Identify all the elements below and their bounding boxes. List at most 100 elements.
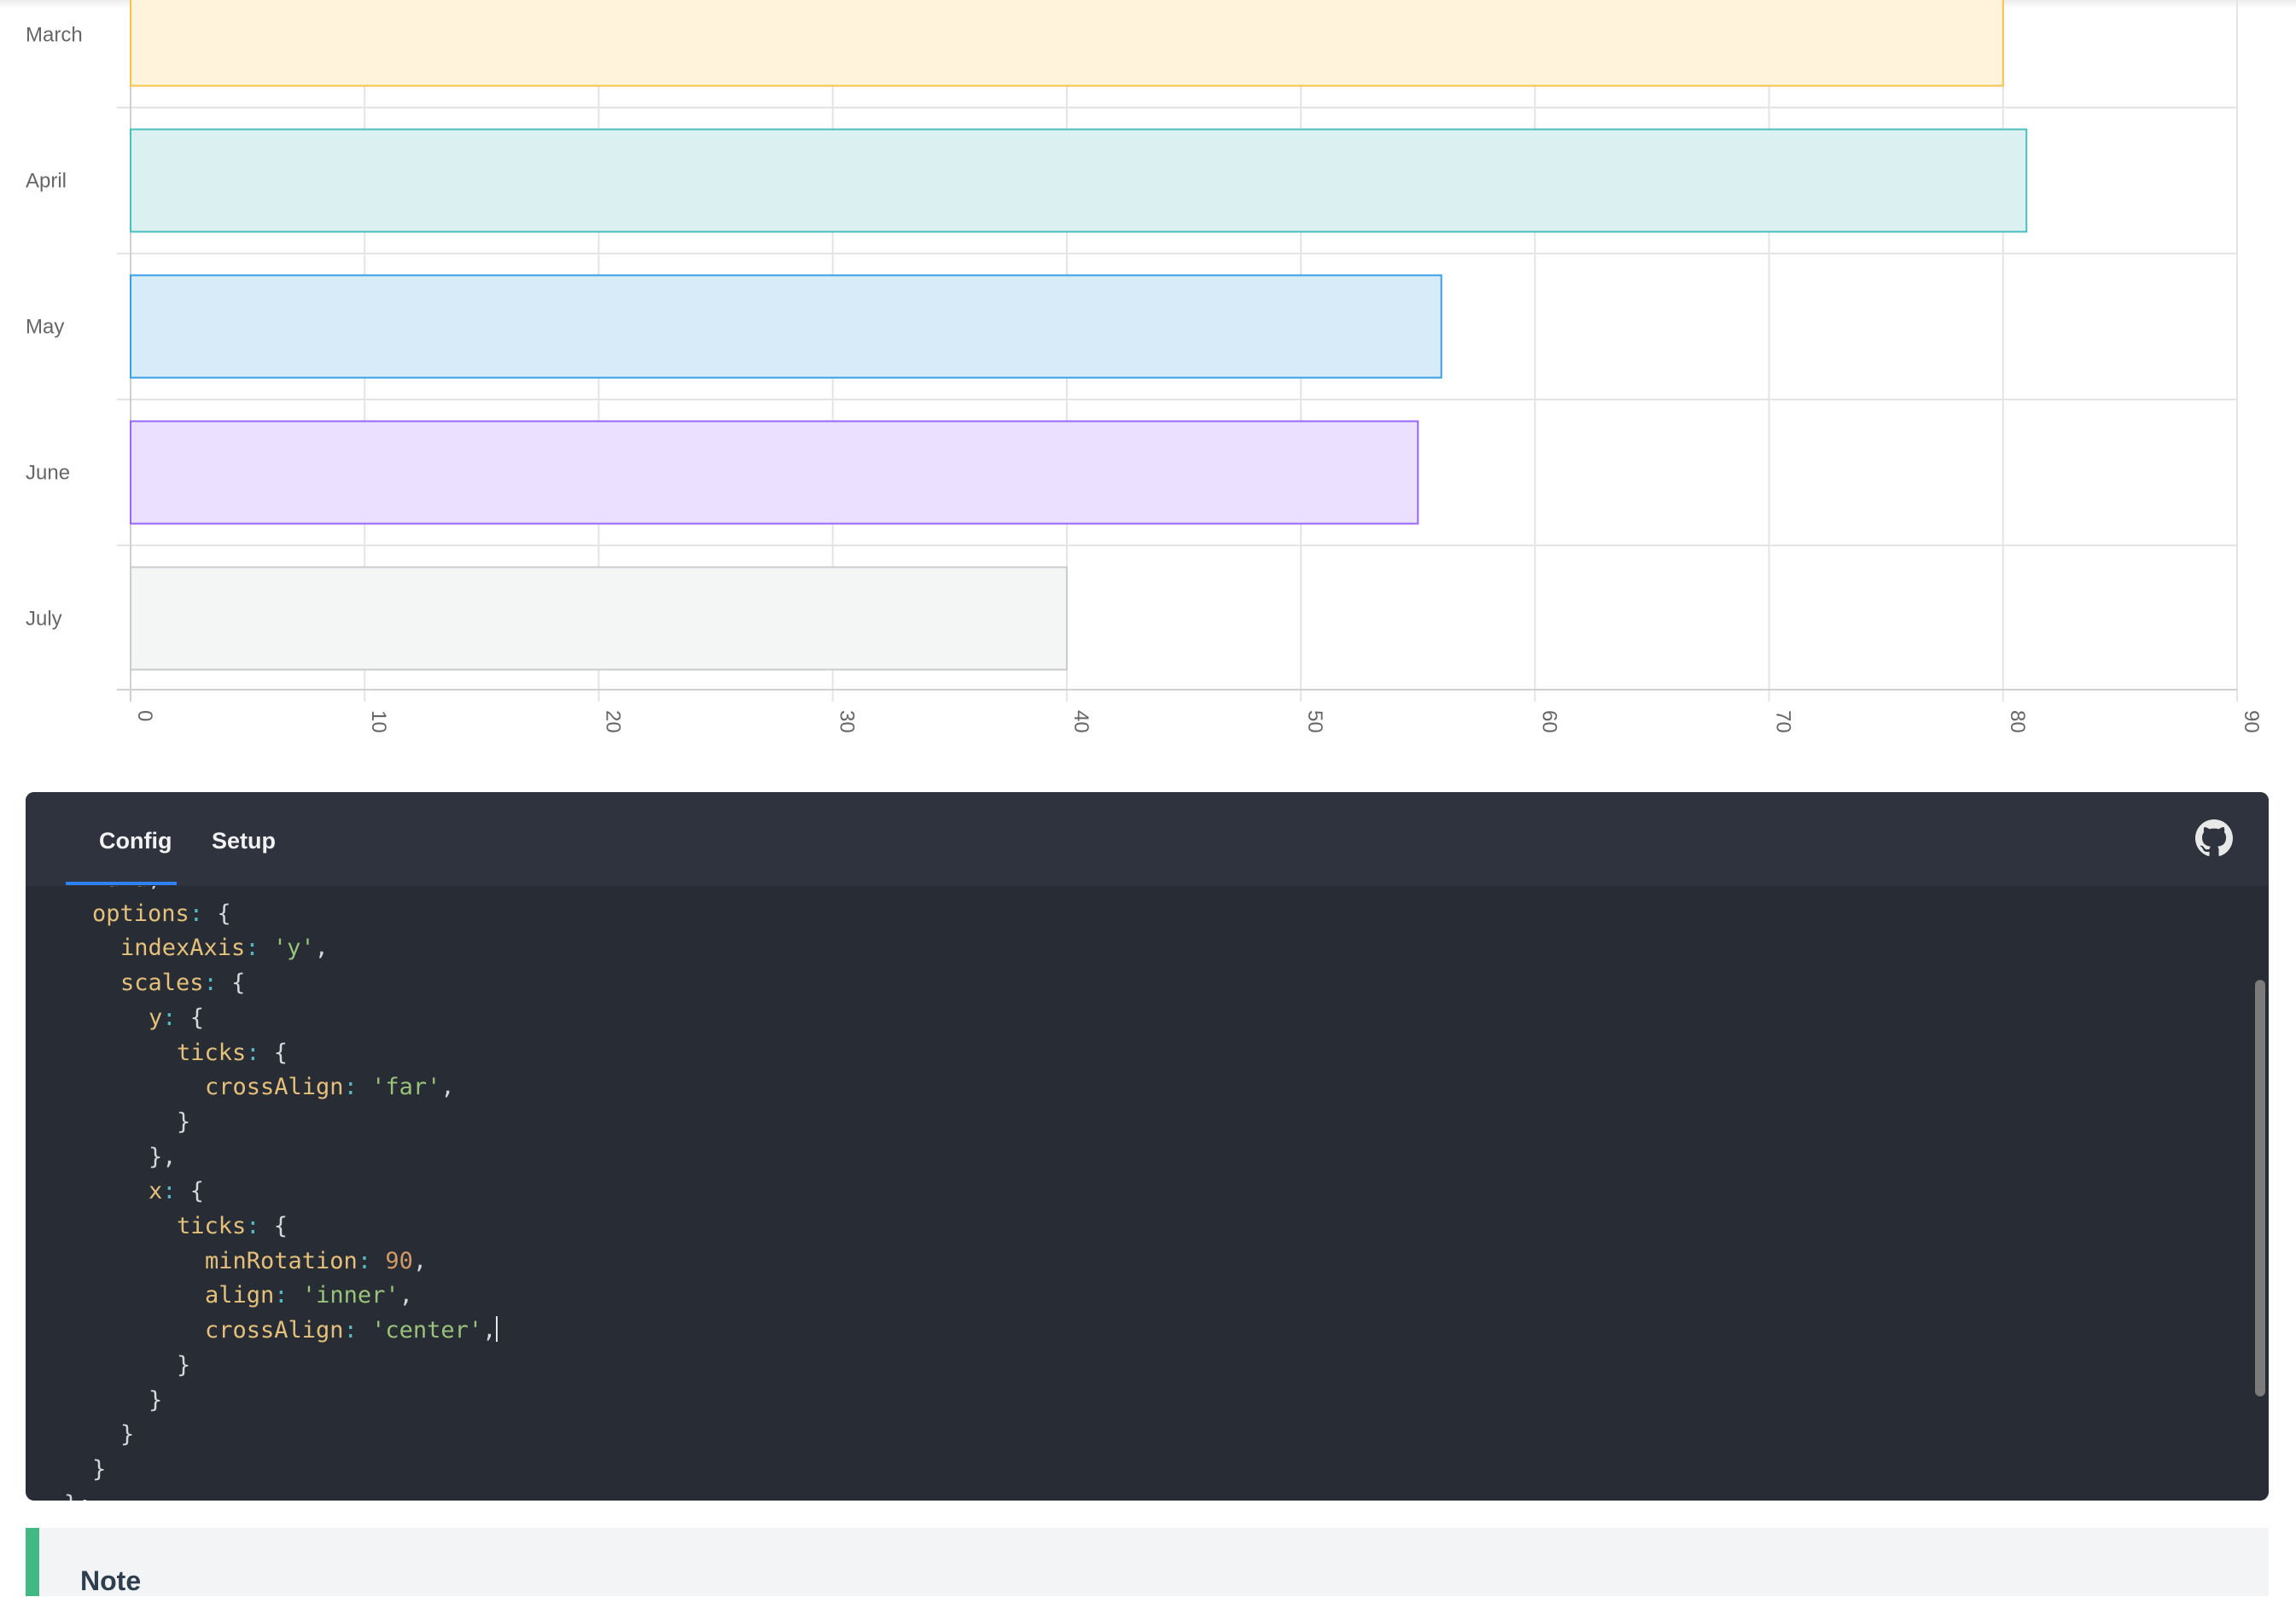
code-token: crossAlign — [205, 1317, 344, 1344]
code-line: scales: { — [120, 966, 245, 1000]
bar-may — [130, 274, 1442, 379]
code-token: y — [149, 1004, 163, 1031]
code-token — [358, 1074, 371, 1100]
tab-setup[interactable]: Setup — [212, 828, 277, 854]
code-token: , — [314, 935, 329, 962]
code-token: } — [92, 1455, 107, 1483]
code-token: : — [246, 1213, 260, 1239]
code-token: : — [343, 1074, 358, 1101]
code-token — [288, 1282, 302, 1308]
bar-march — [130, 0, 2004, 87]
code-token: : — [274, 1282, 288, 1309]
bar-april — [130, 128, 2028, 233]
code-token: { — [176, 1178, 205, 1205]
code-line: crossAlign: 'center', — [205, 1314, 498, 1348]
x-tick-label: 40 — [1069, 710, 1093, 733]
code-token: { — [259, 1039, 288, 1066]
code-token: 'far' — [371, 1074, 441, 1101]
code-token: , — [482, 1317, 497, 1344]
code-line: x: { — [149, 1174, 204, 1209]
code-token: { — [217, 970, 246, 997]
y-tick-label: June — [26, 462, 70, 485]
bar-july — [130, 566, 1068, 671]
code-token: options — [92, 900, 189, 927]
code-token: : — [189, 900, 204, 927]
x-tick-label: 60 — [1537, 710, 1560, 733]
y-tick-label: March — [26, 24, 83, 47]
code-line: } — [149, 1384, 162, 1418]
code-token: crossAlign — [205, 1074, 344, 1101]
tab-config[interactable]: Config — [99, 828, 172, 854]
code-token: : — [357, 1247, 372, 1274]
code-token: data — [92, 886, 148, 892]
code-token — [371, 1248, 385, 1274]
code-line: crossAlign: 'far', — [205, 1070, 455, 1104]
code-token: { — [259, 1213, 288, 1239]
code-token: : — [245, 935, 259, 962]
code-token: } — [177, 1108, 191, 1135]
code-token: indexAxis — [120, 935, 246, 962]
code-scrollbar[interactable] — [2255, 980, 2265, 1396]
x-tick-label: 80 — [2006, 710, 2029, 733]
code-line: data, — [92, 886, 161, 896]
code-token: } — [149, 1386, 163, 1413]
code-token: , — [440, 1074, 455, 1101]
code-token: }, — [149, 1143, 177, 1170]
text-cursor — [496, 1316, 498, 1343]
y-tick-label: April — [26, 170, 67, 193]
code-token: }; — [64, 1491, 92, 1501]
code-token: , — [399, 1282, 413, 1309]
code-token: 'center' — [371, 1317, 483, 1344]
code-token: 'y' — [272, 935, 315, 962]
code-token: } — [177, 1351, 191, 1378]
x-tick-label: 70 — [1772, 710, 1795, 733]
code-token: : — [203, 970, 218, 997]
code-line: } — [177, 1349, 190, 1383]
note-title: Note — [80, 1565, 142, 1596]
code-token: : — [343, 1317, 358, 1344]
code-token: : — [162, 1178, 177, 1205]
code-token: 'inner' — [301, 1282, 399, 1309]
code-token: , — [412, 1247, 428, 1274]
code-token: { — [203, 900, 231, 927]
y-tick-label: May — [26, 316, 64, 339]
code-token: minRotation — [205, 1247, 358, 1274]
code-token: scales — [120, 970, 204, 997]
code-line: } — [92, 1453, 106, 1487]
code-token: align — [205, 1282, 275, 1309]
code-token — [259, 935, 273, 961]
code-line: ticks: { — [177, 1036, 288, 1070]
x-tick-label: 20 — [601, 710, 624, 733]
code-line: y: { — [149, 1001, 204, 1035]
x-tick-label: 10 — [367, 710, 390, 733]
code-panel-header: Config Setup — [26, 792, 2269, 886]
code-token — [358, 1317, 371, 1343]
code-line: indexAxis: 'y', — [120, 931, 329, 965]
code-token: : — [162, 1004, 177, 1031]
bar-june — [130, 420, 1419, 525]
code-token: x — [149, 1178, 163, 1205]
code-token: : — [246, 1039, 260, 1066]
code-line: }, — [149, 1140, 177, 1174]
code-line: align: 'inner', — [205, 1279, 413, 1313]
x-tick-label: 0 — [133, 710, 156, 721]
code-line: options: { — [92, 897, 231, 931]
code-token: , — [148, 886, 161, 892]
code-line: } — [177, 1105, 190, 1139]
code-token: 90 — [385, 1247, 413, 1274]
code-token: ticks — [177, 1039, 247, 1066]
code-editor[interactable]: data,options: {indexAxis: 'y',scales: {y… — [26, 886, 2269, 1501]
y-tick-label: July — [26, 608, 62, 631]
code-token: } — [120, 1421, 135, 1448]
code-panel: Config Setup data,options: {indexAxis: '… — [26, 792, 2269, 1501]
code-line: ticks: { — [177, 1209, 288, 1244]
x-tick-label: 30 — [836, 710, 859, 733]
code-token: ticks — [177, 1213, 247, 1239]
github-icon[interactable] — [2195, 819, 2233, 857]
code-token: { — [176, 1004, 205, 1031]
x-tick-label: 90 — [2240, 710, 2263, 733]
code-line: minRotation: 90, — [205, 1244, 427, 1279]
code-line: }; — [64, 1488, 92, 1501]
bar-chart: March April May June July 0 10 20 30 40 50 60 70 80 90 — [26, 0, 2263, 733]
note-box: Note — [26, 1528, 2269, 1596]
